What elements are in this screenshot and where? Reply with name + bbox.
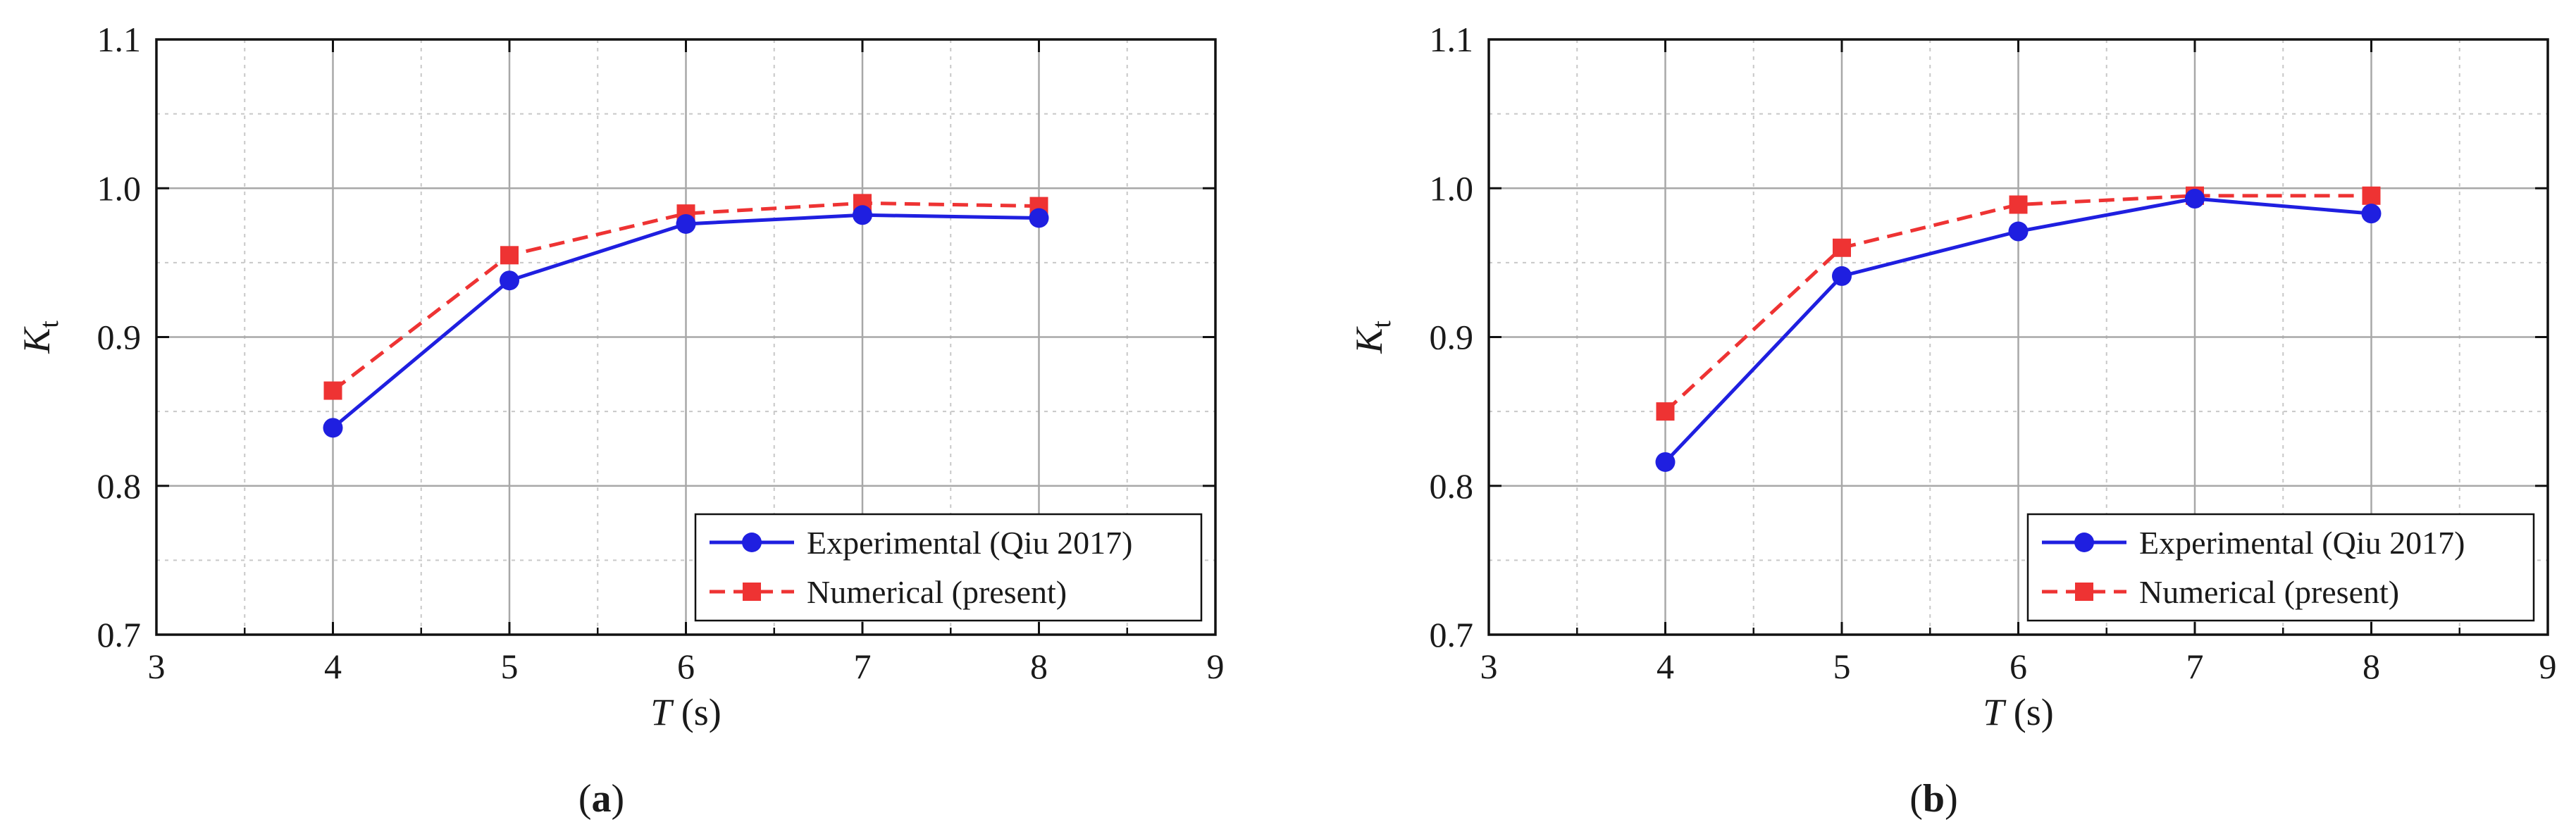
chart-b-x-tick-label: 4	[1657, 647, 1674, 686]
chart-a-data-point	[1029, 208, 1049, 228]
chart-panel-a: 3 4 5 6 7 8 9 0.7 0.8 0.9 1.0 1.1 T (s) Kt Experimenta…	[16, 20, 1225, 821]
chart-b-y-tick-label: 0.8	[1430, 466, 1474, 506]
chart-b-series-experimental	[1655, 189, 2382, 472]
chart-b-x-tick-label: 7	[2186, 647, 2204, 686]
chart-a-legend-label: Experimental (Qiu 2017)	[807, 525, 1132, 561]
chart-a-y-tick-label: 0.9	[97, 318, 142, 357]
chart-a-ticks	[155, 38, 1217, 636]
chart-b-legend-label: Experimental (Qiu 2017)	[2139, 525, 2465, 561]
chart-a-x-tick-label: 3	[148, 647, 166, 686]
chart-b-data-point	[2185, 189, 2205, 209]
chart-b-ticks	[1487, 38, 2549, 636]
chart-b-data-point	[1833, 238, 1851, 257]
chart-a-legend-marker	[742, 533, 762, 552]
chart-a-data-point	[323, 418, 343, 438]
chart-a-panel-label: (a)	[578, 777, 624, 821]
chart-a-y-tick-label: 1.0	[97, 168, 142, 208]
chart-b-legend-marker	[2074, 533, 2094, 552]
chart-b-x-tick-label: 9	[2539, 647, 2557, 686]
chart-a-x-tick-label: 9	[1207, 647, 1225, 686]
chart-a-x-tick-label: 4	[324, 647, 342, 686]
chart-b-y-tick-label: 1.0	[1430, 168, 1474, 208]
chart-a-legend-marker	[743, 583, 761, 601]
chart-panel-b: 3 4 5 6 7 8 9 0.7 0.8 0.9 1.0 1.1 T (s) Kt Experimenta…	[1332, 0, 2576, 834]
chart-b-svg: 3 4 5 6 7 8 9 0.7 0.8 0.9 1.0 1.1 T (s) Kt Experimenta…	[1348, 20, 2557, 821]
chart-a-data-point	[500, 270, 519, 291]
chart-a-x-tick-label: 8	[1030, 647, 1048, 686]
chart-a-legend-box	[694, 513, 1203, 622]
chart-a-data-point	[676, 213, 696, 234]
chart-b-legend: Experimental (Qiu 2017) Numerical (presen…	[2026, 513, 2535, 622]
chart-b-data-point	[2009, 195, 2028, 214]
chart-b-x-tick-label: 8	[2363, 647, 2380, 686]
chart-b-y-axis-title: Kt	[1348, 320, 1397, 354]
chart-b-data-point	[1655, 452, 1676, 472]
chart-b-x-tick-label: 5	[1833, 647, 1851, 686]
chart-a-legend: Experimental (Qiu 2017) Numerical (presen…	[694, 513, 1203, 622]
chart-a-y-tick-label: 0.7	[97, 615, 142, 654]
chart-a-data-point	[500, 246, 519, 265]
chart-b-data-point	[2362, 186, 2381, 205]
chart-b-y-tick-label: 1.1	[1430, 20, 1474, 59]
chart-b-panel-label: (b)	[1909, 777, 1957, 821]
chart-a-y-axis-title: Kt	[16, 320, 64, 354]
chart-a-y-tick-label: 1.1	[97, 20, 142, 59]
chart-b-data-point	[2361, 204, 2382, 224]
chart-b-legend-box	[2026, 513, 2535, 622]
chart-a-x-tick-label: 7	[854, 647, 872, 686]
chart-a-x-tick-label: 6	[677, 647, 695, 686]
chart-b-x-tick-label: 3	[1480, 647, 1498, 686]
chart-b-data-point	[1832, 266, 1852, 286]
chart-b-legend-label: Numerical (present)	[2139, 574, 2399, 610]
chart-b-x-tick-label: 6	[2010, 647, 2027, 686]
chart-b-data-point	[1656, 402, 1675, 421]
chart-a-x-tick-label: 5	[501, 647, 519, 686]
chart-a-legend-label: Numerical (present)	[807, 574, 1067, 610]
chart-a-svg: 3 4 5 6 7 8 9 0.7 0.8 0.9 1.0 1.1 T (s) Kt Experimenta…	[16, 20, 1225, 821]
chart-a-series-line	[331, 201, 1039, 392]
chart-a-data-point	[853, 205, 872, 225]
chart-b-legend-marker	[2075, 583, 2093, 601]
chart-a-data-point	[323, 381, 342, 400]
chart-a-y-tick-label: 0.8	[97, 466, 142, 506]
chart-b-y-tick-label: 0.9	[1430, 318, 1474, 357]
chart-a-series-experimental	[323, 205, 1049, 438]
chart-a-series-numerical	[323, 194, 1048, 400]
chart-a-x-axis-title: T (s)	[650, 691, 722, 733]
chart-b-y-tick-label: 0.7	[1430, 615, 1474, 654]
chart-b-data-point	[2008, 221, 2029, 242]
chart-b-x-axis-title: T (s)	[1983, 691, 2054, 733]
